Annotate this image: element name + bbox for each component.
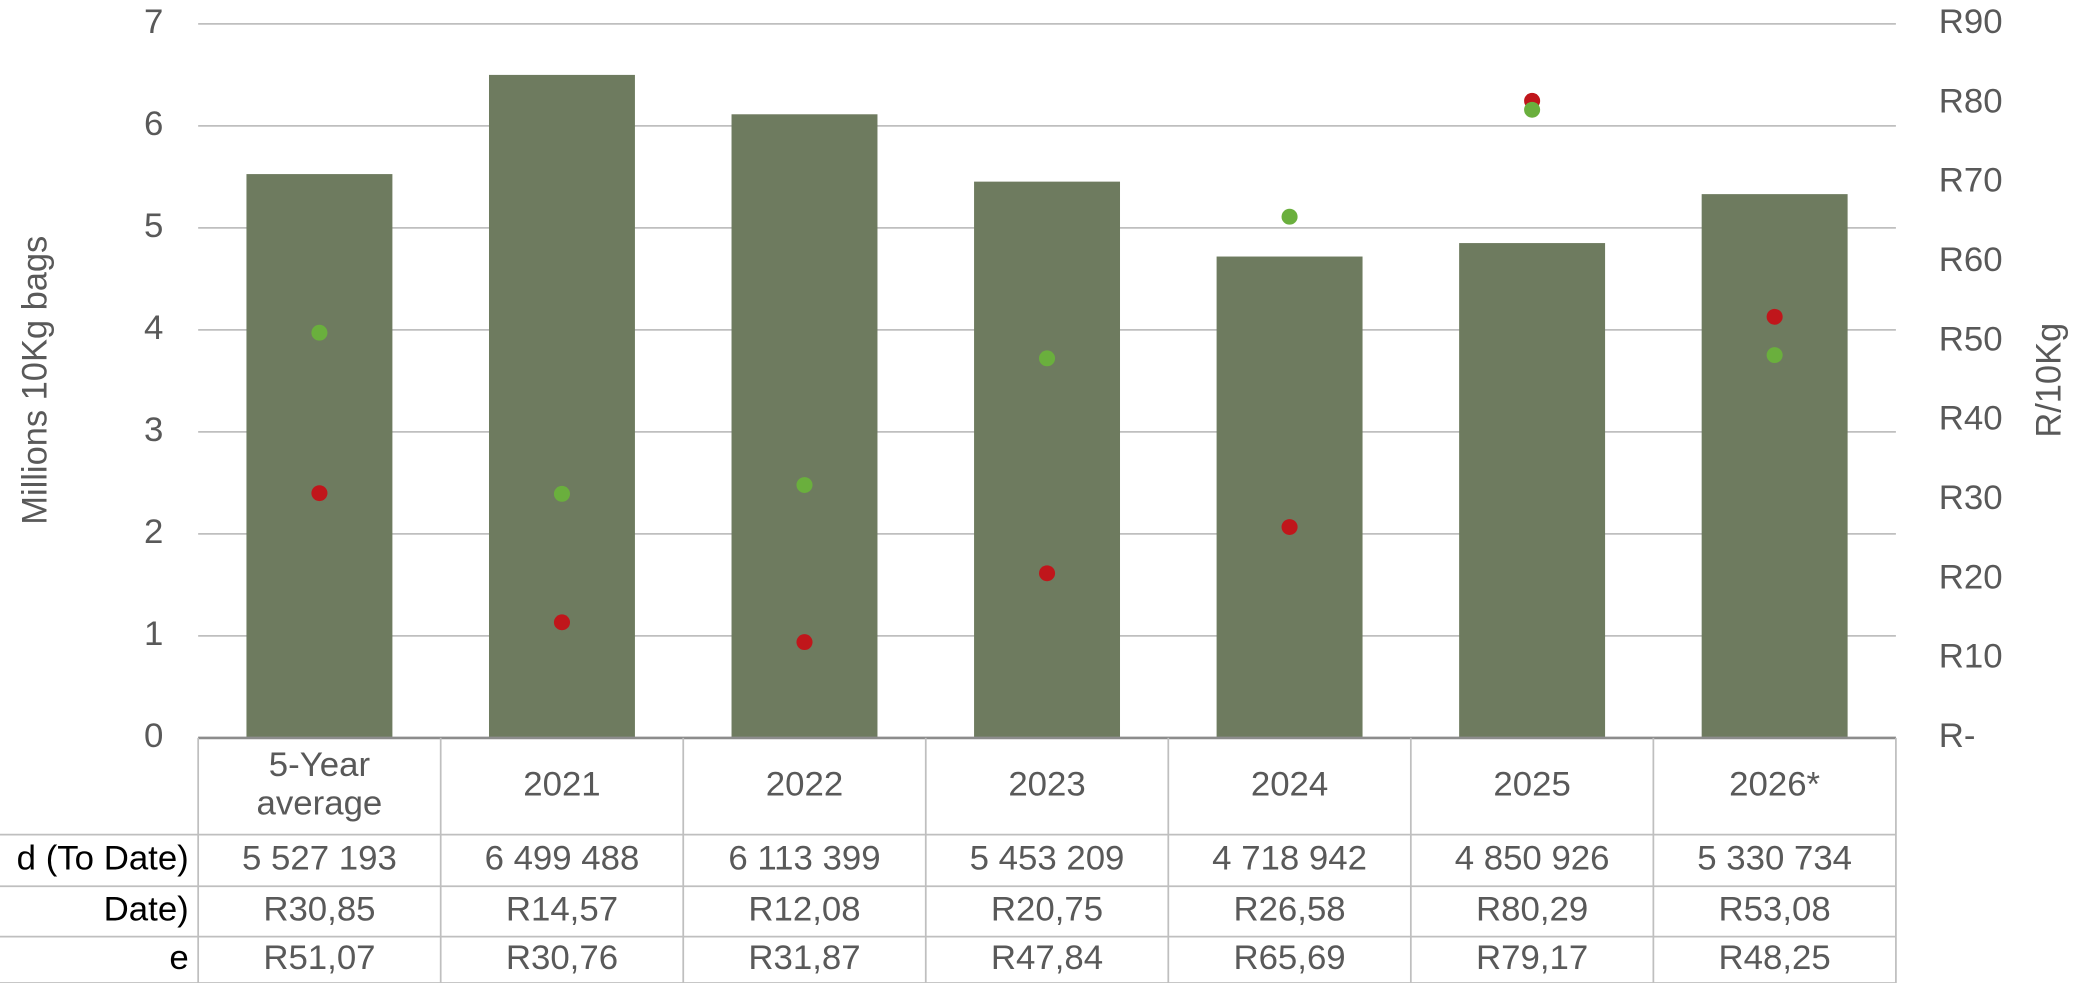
dot bbox=[796, 477, 813, 494]
bar bbox=[246, 174, 393, 738]
dot bbox=[553, 485, 570, 502]
y-tick-label: 4 bbox=[144, 309, 163, 347]
y2-tick-label: R80 bbox=[1939, 82, 2003, 120]
legend-label: e bbox=[169, 939, 188, 977]
dot bbox=[796, 634, 813, 651]
y-tick-label: 6 bbox=[144, 105, 163, 143]
table-value: R30,76 bbox=[506, 939, 618, 977]
legend-label: Date) bbox=[104, 891, 189, 929]
y2-tick-label: R90 bbox=[1939, 3, 2003, 41]
table-value: R51,07 bbox=[263, 939, 375, 977]
table-value: 6 113 399 bbox=[728, 840, 880, 878]
y2-tick-label: R40 bbox=[1939, 400, 2003, 438]
y2-tick-label: R- bbox=[1939, 717, 1976, 755]
category-label: 2025 bbox=[1493, 766, 1570, 804]
y2-axis-title: R/10Kg bbox=[2030, 323, 2068, 438]
table-value: 5 453 209 bbox=[970, 840, 1125, 878]
dot bbox=[1281, 208, 1298, 225]
y-tick-label: 0 bbox=[144, 717, 163, 755]
y2-tick-label: R60 bbox=[1939, 241, 2003, 279]
table-value: R14,57 bbox=[506, 891, 618, 929]
table-value: R80,29 bbox=[1476, 891, 1588, 929]
y-tick-label: 7 bbox=[144, 3, 163, 41]
table-value: 5 527 193 bbox=[242, 840, 397, 878]
table-value: R65,69 bbox=[1233, 939, 1345, 977]
bar bbox=[1701, 194, 1848, 738]
table-value: R47,84 bbox=[991, 939, 1103, 977]
table-value: 4 718 942 bbox=[1212, 840, 1367, 878]
bar bbox=[488, 74, 635, 738]
dot bbox=[1766, 347, 1783, 364]
dot bbox=[311, 324, 328, 341]
y-tick-label: 3 bbox=[144, 411, 163, 449]
table-value: R30,85 bbox=[263, 891, 375, 929]
y2-tick-label: R50 bbox=[1939, 320, 2003, 358]
legend-label: d (To Date) bbox=[17, 840, 189, 878]
table-value: R79,17 bbox=[1476, 939, 1588, 977]
y2-tick-label: R20 bbox=[1939, 558, 2003, 596]
category-label: 2026* bbox=[1729, 766, 1820, 804]
table-value: R48,25 bbox=[1719, 939, 1831, 977]
category-label: 2023 bbox=[1008, 766, 1085, 804]
dot bbox=[553, 614, 570, 631]
category-label: 2022 bbox=[766, 766, 843, 804]
table-value: 5 330 734 bbox=[1697, 840, 1852, 878]
table-value: R20,75 bbox=[991, 891, 1103, 929]
category-label: 5-Year average bbox=[257, 746, 383, 822]
dot bbox=[1039, 350, 1056, 367]
y-axis-title: Millions 10Kg bags bbox=[17, 236, 55, 525]
y-tick-label: 1 bbox=[144, 615, 163, 653]
y-tick-label: 2 bbox=[144, 513, 163, 551]
dot bbox=[1039, 565, 1056, 582]
y2-tick-label: R10 bbox=[1939, 638, 2003, 676]
bar bbox=[1216, 256, 1363, 738]
category-label: 2021 bbox=[523, 766, 600, 804]
bar bbox=[731, 114, 878, 738]
table-value: R31,87 bbox=[748, 939, 860, 977]
y-tick-label: 5 bbox=[144, 207, 163, 245]
table-value: 4 850 926 bbox=[1455, 840, 1610, 878]
table-value: R26,58 bbox=[1233, 891, 1345, 929]
y2-tick-label: R70 bbox=[1939, 162, 2003, 200]
table-value: 6 499 488 bbox=[485, 840, 640, 878]
bar bbox=[974, 181, 1121, 738]
category-label: 2024 bbox=[1251, 766, 1328, 804]
dot bbox=[1524, 101, 1541, 118]
bar bbox=[1459, 243, 1606, 738]
dot bbox=[1766, 308, 1783, 325]
dot bbox=[311, 485, 328, 502]
table-value: R53,08 bbox=[1719, 891, 1831, 929]
dot bbox=[1281, 519, 1298, 535]
table-value: R12,08 bbox=[748, 891, 860, 929]
y2-tick-label: R30 bbox=[1939, 479, 2003, 517]
